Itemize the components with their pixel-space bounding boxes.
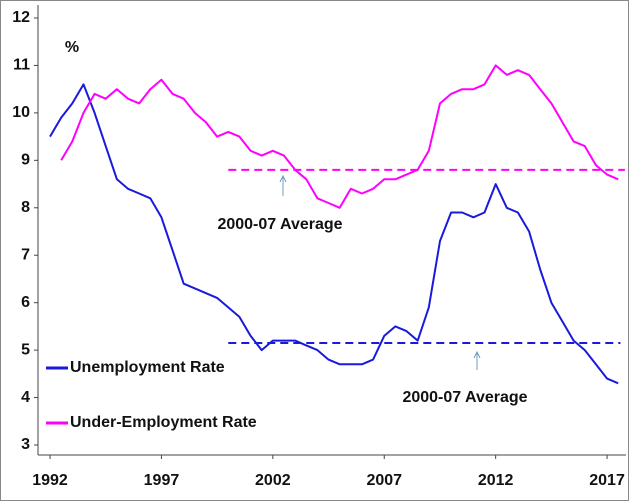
y-tick-label: 7 [21, 246, 30, 263]
x-tick-label: 2012 [478, 472, 514, 489]
legend-label: Under-Employment Rate [70, 414, 257, 431]
y-tick-label: 5 [21, 341, 30, 358]
annotation: 2000-07 Average [217, 216, 342, 233]
series-line [49, 83, 619, 385]
y-tick-label: 6 [21, 294, 30, 311]
y-tick-label: 10 [12, 104, 30, 121]
legend-label: Unemployment Rate [70, 359, 225, 376]
y-axis-label: % [65, 39, 79, 56]
y-tick-label: 9 [21, 152, 30, 169]
y-tick-label: 12 [12, 9, 30, 26]
x-tick-label: 2002 [255, 472, 291, 489]
x-tick-label: 2007 [366, 472, 402, 489]
annotation: 2000-07 Average [402, 389, 527, 406]
annotation-arrowhead [279, 174, 287, 183]
y-tick-label: 4 [21, 389, 30, 406]
y-tick-label: 11 [13, 57, 30, 74]
x-tick-label: 2017 [589, 472, 625, 489]
series-line [60, 64, 619, 209]
y-tick-label: 3 [21, 436, 30, 453]
x-tick-label: 1992 [32, 472, 68, 489]
y-tick-label: 8 [21, 199, 30, 216]
x-tick-label: 1997 [144, 472, 180, 489]
annotation-arrowhead [473, 350, 481, 359]
